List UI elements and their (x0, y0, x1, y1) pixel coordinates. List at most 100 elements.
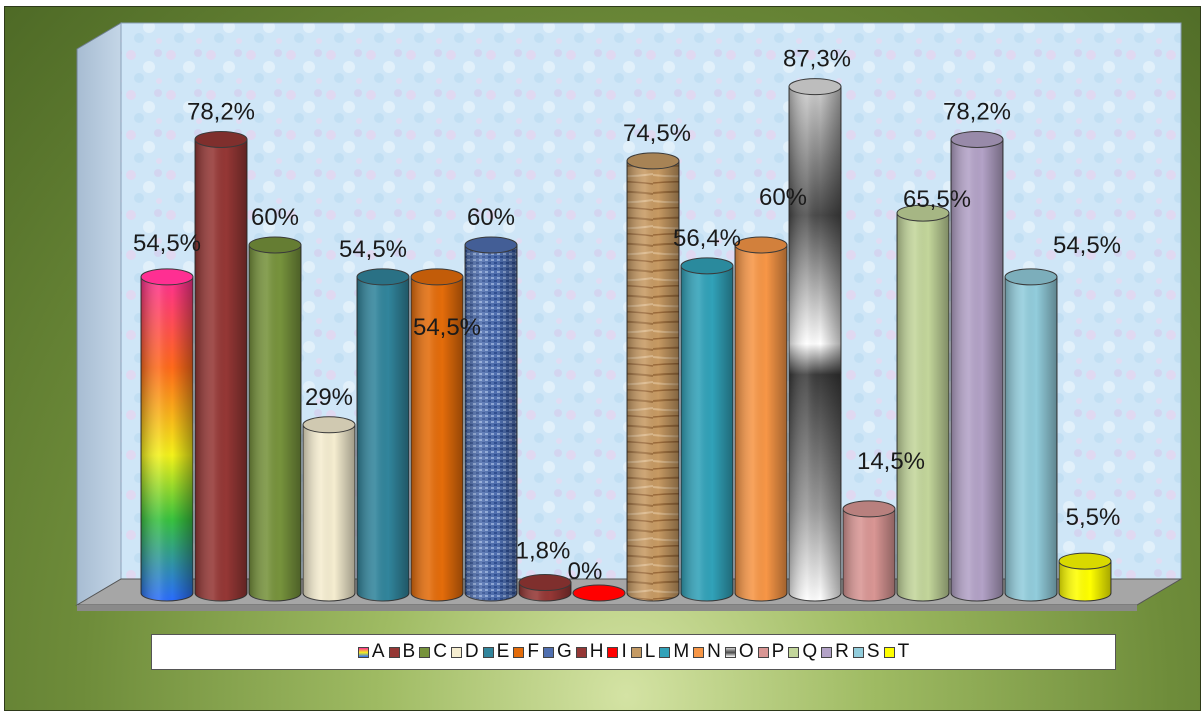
bar-h-cap (518, 574, 572, 592)
data-label-t: 5,5% (1066, 504, 1121, 531)
bar-i-cap (572, 584, 626, 602)
legend-item-r: R (821, 641, 849, 663)
legend-label-r: R (835, 641, 849, 662)
bar-l-shading (627, 160, 679, 601)
data-label-d: 29% (305, 384, 353, 411)
bar-b (194, 130, 248, 602)
data-label-a: 54,5% (133, 230, 201, 257)
bar-m-shading (681, 265, 733, 601)
legend-swatch-f (513, 646, 525, 658)
data-label-l: 74,5% (623, 120, 691, 147)
data-label-p: 14,5% (857, 448, 925, 475)
legend-label-h: H (589, 641, 604, 662)
bar-q-cap (896, 204, 950, 222)
legend-swatch-o (724, 646, 736, 658)
legend-item-t: T (883, 641, 910, 663)
legend-item-c: C (419, 641, 447, 663)
bar-q-shading (897, 213, 949, 601)
legend-label-t: T (897, 641, 910, 662)
bar-a-shading (141, 276, 193, 601)
data-label-i: 0% (568, 558, 603, 585)
bar-p (842, 500, 896, 602)
bar-e (356, 268, 410, 602)
legend-label-a: A (371, 641, 385, 662)
legend-item-d: D (450, 641, 479, 663)
bar-p-shading (843, 508, 895, 601)
legend-swatch-a (357, 646, 369, 658)
floor-front-edge (77, 605, 1137, 611)
legend-item-f: F (513, 641, 539, 663)
bar-b-shading (195, 139, 247, 601)
data-label-s: 54,5% (1053, 232, 1121, 259)
bar-t-shading (1059, 561, 1111, 601)
bar-c (248, 236, 302, 602)
legend-label-o: O (738, 641, 754, 662)
side-wall (76, 22, 122, 606)
legend-label-p: P (771, 641, 785, 662)
bar-c-shading (249, 245, 301, 601)
data-label-r: 78,2% (943, 98, 1011, 125)
data-label-b: 78,2% (187, 98, 255, 125)
legend-swatch-m (659, 646, 671, 658)
legend-item-h: H (575, 641, 604, 663)
bar-l-cap (626, 152, 680, 170)
legend-label-s: S (866, 641, 880, 662)
legend-item-m: M (659, 641, 689, 663)
bar-a-cap (140, 268, 194, 286)
data-label-g: 60% (467, 204, 515, 231)
legend-label-d: D (464, 641, 479, 662)
data-label-n: 60% (759, 184, 807, 211)
bar-a (140, 268, 194, 602)
bar-g-shading (465, 245, 517, 601)
bar-h (518, 574, 572, 602)
legend-swatch-g (542, 646, 554, 658)
bar-r-shading (951, 139, 1003, 601)
legend-item-q: Q (788, 641, 817, 663)
data-label-e: 54,5% (339, 236, 407, 263)
bar-t-cap (1058, 552, 1112, 570)
legend-label-b: B (402, 641, 416, 662)
legend-label-i: I (621, 641, 627, 662)
bar-f-cap (410, 268, 464, 286)
data-label-c: 60% (251, 204, 299, 231)
legend-label-n: N (707, 641, 721, 662)
legend-swatch-t (883, 646, 895, 658)
bar-g (464, 236, 518, 602)
bar-d-shading (303, 424, 355, 601)
legend-swatch-q (788, 646, 800, 658)
data-label-o: 87,3% (783, 46, 851, 73)
bar-d (302, 416, 356, 602)
bar-l (626, 152, 680, 602)
bar-f-shading (411, 276, 463, 601)
legend-swatch-n (693, 646, 705, 658)
bar-n-cap (734, 236, 788, 254)
bar-e-cap (356, 268, 410, 286)
bar-r-cap (950, 130, 1004, 148)
bar-o (788, 78, 842, 602)
legend-swatch-r (821, 646, 833, 658)
legend-item-n: N (693, 641, 721, 663)
legend-item-p: P (757, 641, 785, 663)
bar-s-cap (1004, 268, 1058, 286)
data-label-m: 56,4% (673, 225, 741, 252)
legend-swatch-l (630, 646, 642, 658)
data-labels: 54,5% 78,2% 60% 29% 54,5% 54,5% 60% 1,8%0% 74,5%… (133, 46, 1121, 585)
legend-label-q: Q (802, 641, 818, 662)
bar-c-cap (248, 236, 302, 254)
bar-n-shading (735, 245, 787, 601)
data-label-f: 54,5% (413, 314, 481, 341)
bar-s (1004, 268, 1058, 602)
legend-item-i: I (607, 641, 627, 663)
legend-item-g: G (542, 641, 572, 663)
bar-m-cap (680, 257, 734, 275)
legend-label-g: G (556, 641, 572, 662)
legend-label-f: F (527, 641, 539, 662)
bar-d-cap (302, 416, 356, 434)
legend-item-o: O (724, 641, 754, 663)
legend-item-b: B (388, 641, 416, 663)
legend-item-l: L (630, 641, 655, 663)
legend-swatch-b (388, 646, 400, 658)
bar-e-shading (357, 276, 409, 601)
bar-t (1058, 552, 1112, 602)
